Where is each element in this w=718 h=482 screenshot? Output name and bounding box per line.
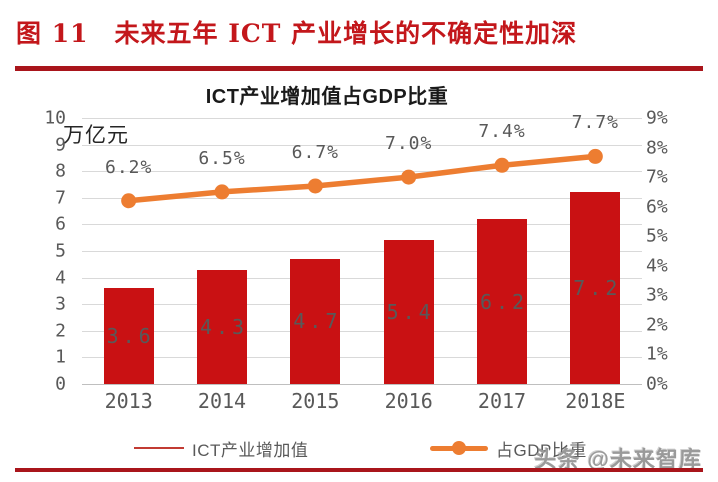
left-axis-tick: 8 (55, 160, 66, 182)
line-point-2017 (494, 157, 510, 173)
bar-value-label: 7.2 (573, 276, 622, 301)
bar-2017 (477, 219, 527, 384)
x-axis-labels: 2013 2014 2015 2016 2017 2018E (82, 389, 642, 413)
left-axis-tick: 0 (55, 373, 66, 395)
left-axis-tick: 1 (55, 346, 66, 368)
gridline (82, 330, 642, 332)
legend-label: ICT产业增加值 (192, 440, 309, 460)
left-axis-unit-label: 万亿元 (63, 124, 129, 147)
chart-legend: ICT产业增加值 占GDP比重 (0, 434, 718, 464)
watermark: 头条 @未来智库 (534, 447, 702, 472)
left-axis-tick: 10 (44, 107, 66, 129)
right-axis: 9% 8% 7% 6% 5% 4% 3% 2% 1% 0% (646, 108, 696, 395)
left-axis-tick: 2 (55, 320, 66, 342)
bar-series-marker-icon (134, 447, 184, 449)
gridline (82, 197, 642, 199)
line-point-2013 (121, 193, 137, 209)
right-axis-tick: 4% (646, 255, 668, 277)
line-point-2018E (587, 148, 603, 164)
legend-label: 占GDP比重 (496, 440, 587, 460)
line-value-label: 6.2% (104, 156, 153, 178)
top-divider (15, 66, 703, 71)
x-axis-label-2015: 2015 (291, 389, 340, 413)
line-marker-dot-icon (452, 441, 466, 455)
gridline (82, 251, 642, 252)
legend-item-bar-series: ICT产业增加值 (134, 434, 308, 462)
x-axis-line (82, 384, 642, 385)
bar-2015 (290, 258, 341, 384)
right-axis-tick: 0% (646, 373, 668, 395)
line-value-label: 6.7% (291, 141, 340, 163)
bottom-divider (15, 468, 703, 472)
left-axis-tick: 9 (55, 134, 66, 156)
line-series (121, 148, 603, 209)
right-axis-tick: 8% (646, 137, 668, 159)
left-axis-tick: 3 (55, 293, 66, 315)
gridline (82, 304, 642, 306)
line-point-2015 (307, 178, 323, 194)
legend-item-line-series: 占GDP比重 (430, 434, 587, 462)
bar-value-label: 6.2 (479, 289, 529, 314)
bar-2018E (570, 192, 621, 384)
right-axis-tick: 9% (646, 107, 668, 129)
x-axis-label-2017: 2017 (477, 389, 527, 413)
line-point-2014 (214, 184, 230, 200)
bar-value-label: 3.6 (106, 324, 155, 349)
line-series-marker-icon (430, 441, 488, 455)
x-axis-label-2013: 2013 (104, 389, 153, 413)
right-axis-tick: 3% (646, 284, 668, 306)
line-point-2016 (401, 169, 417, 185)
right-axis-tick: 6% (646, 196, 668, 218)
x-axis-label-2014: 2014 (197, 389, 247, 413)
left-axis-tick: 5 (55, 240, 66, 262)
line-value-label: 6.5% (198, 147, 246, 169)
line-value-label: 7.7% (571, 112, 620, 134)
figure-caption: 图 11 未来五年 ICT 产业增长的不确定性加深 (16, 19, 578, 48)
right-axis-tick: 2% (646, 314, 668, 336)
right-axis-tick: 1% (646, 343, 668, 365)
plot-area: 3.6 4.3 4.7 5.4 6.2 7.2 6.2% 6.5% 6.7% 7.0% 7.4% 7.… (82, 112, 642, 385)
right-axis-tick: 5% (646, 225, 668, 247)
gridline (82, 224, 642, 226)
gridline (82, 144, 642, 146)
bar-value-label: 4.7 (293, 309, 342, 334)
left-axis-tick: 4 (55, 267, 66, 289)
left-axis: 10 9 8 7 6 5 4 3 2 1 0 (22, 108, 66, 395)
line-value-label: 7.4% (478, 121, 526, 143)
line-value-label: 7.0% (384, 133, 433, 155)
bar-2016 (383, 240, 434, 384)
bar-2014 (197, 269, 247, 384)
gridline (82, 171, 642, 173)
x-axis-label-2016: 2016 (384, 389, 433, 413)
bar-value-label: 4.3 (199, 314, 249, 339)
bar-2013 (103, 288, 154, 384)
gridline (82, 118, 642, 119)
right-axis-tick: 7% (646, 166, 668, 188)
left-axis-tick: 7 (55, 187, 66, 209)
chart-title: ICT产业增加值占GDP比重 (205, 86, 449, 108)
left-axis-tick: 6 (55, 213, 66, 235)
x-axis-label-2018E: 2018E (565, 389, 626, 413)
gridline (82, 277, 642, 279)
bar-value-label: 5.4 (386, 300, 435, 325)
gridline (82, 357, 642, 359)
